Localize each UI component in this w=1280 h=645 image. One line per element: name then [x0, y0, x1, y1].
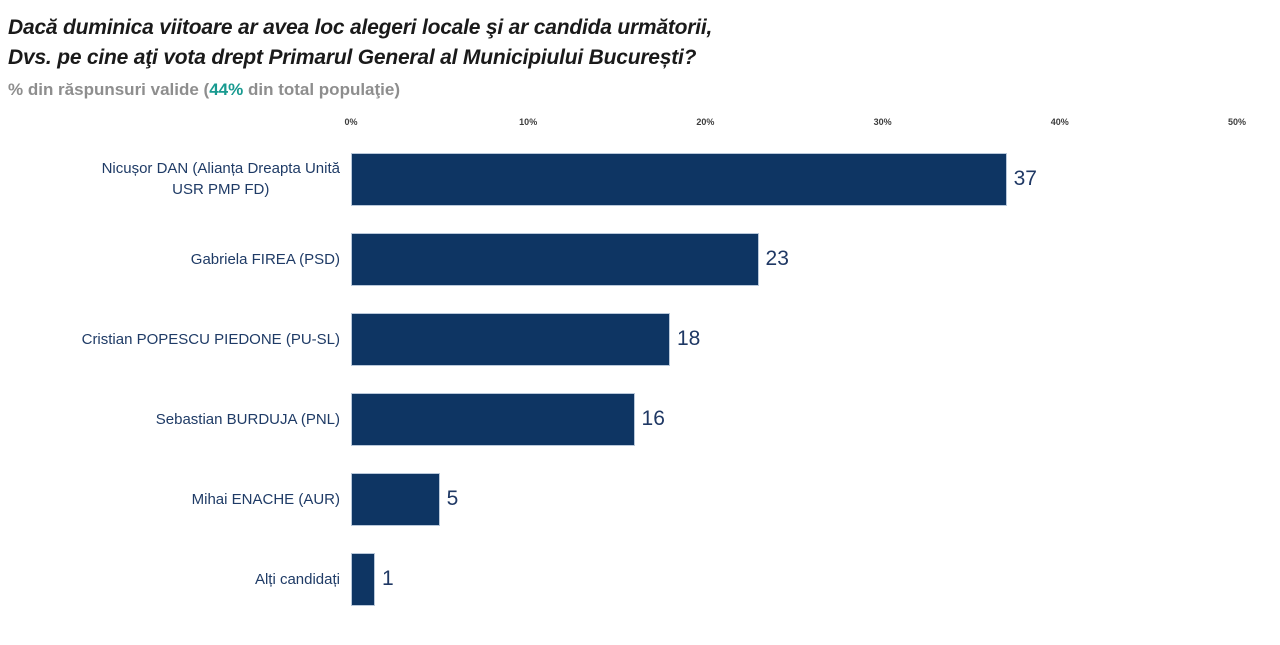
- value-label: 5: [446, 487, 459, 510]
- bar: [351, 312, 670, 366]
- x-axis: 0% 10% 20% 30% 40% 50%: [344, 117, 1246, 133]
- category-label: Alți candidați: [255, 569, 340, 590]
- bar: [351, 472, 440, 526]
- category-label: Gabriela FIREA (PSD): [191, 249, 340, 270]
- value-label: 23: [765, 247, 789, 270]
- bar-row: Cristian POPESCU PIEDONE (PU-SL) 18: [0, 299, 1280, 379]
- bar-row: Gabriela FIREA (PSD) 23: [0, 219, 1280, 299]
- bar-row: Alți candidați 1: [0, 539, 1280, 619]
- category-label-line: Gabriela FIREA (PSD): [190, 250, 340, 268]
- category-label: Nicușor DAN (Alianța Dreapta Unită USR PM…: [102, 158, 340, 200]
- x-axis-tick: 10%: [519, 117, 538, 127]
- category-label-line: Mihai ENACHE (AUR): [191, 490, 340, 508]
- category-label-cell: Gabriela FIREA (PSD): [0, 249, 351, 270]
- x-axis-tick: 50%: [1227, 117, 1247, 127]
- category-label-cell: Alți candidați: [0, 569, 351, 590]
- x-axis-tick: 40%: [1050, 117, 1069, 127]
- bar: [351, 392, 635, 446]
- value-label: 1: [382, 567, 394, 590]
- bar: [351, 552, 375, 606]
- bar-row: Mihai ENACHE (AUR) 5: [0, 459, 1280, 539]
- category-label: Sebastian BURDUJA (PNL): [156, 409, 340, 430]
- subtitle-prefix: % din răspunsuri valide (: [8, 80, 210, 99]
- bar: [351, 152, 1007, 206]
- category-label: Mihai ENACHE (AUR): [192, 489, 340, 510]
- bar-row: Nicușor DAN (Alianța Dreapta Unită USR PM…: [0, 139, 1280, 219]
- plot-area: 16: [351, 379, 1237, 459]
- bar-rows: Nicușor DAN (Alianța Dreapta Unită USR PM…: [0, 139, 1280, 619]
- chart-header: Dacă duminica viitoare ar avea loc alege…: [0, 0, 1280, 101]
- category-label-line: Sebastian BURDUJA (PNL): [155, 410, 340, 428]
- x-axis-tick: 20%: [696, 117, 715, 127]
- category-label-line: Cristian POPESCU PIEDONE (PU-SL): [81, 330, 340, 348]
- plot-area: 18: [351, 299, 1237, 379]
- category-label-line: Nicușor DAN (Alianța Dreapta Unită: [101, 160, 340, 177]
- value-label: 18: [676, 327, 701, 350]
- category-label: Cristian POPESCU PIEDONE (PU-SL): [82, 329, 340, 350]
- category-label-line: Alți candidați: [254, 570, 340, 588]
- category-label-line: USR PMP FD): [172, 181, 270, 198]
- category-label-cell: Cristian POPESCU PIEDONE (PU-SL): [0, 329, 351, 350]
- category-label-cell: Nicușor DAN (Alianța Dreapta Unită USR PM…: [0, 158, 351, 200]
- plot-area: 37: [351, 139, 1237, 219]
- horizontal-bar-chart: 0% 10% 20% 30% 40% 50% Nicușor DAN (Alianța D…: [0, 117, 1280, 619]
- subtitle-suffix: din total populaţie): [243, 80, 401, 99]
- x-axis-tick: 0%: [344, 117, 358, 127]
- value-label: 16: [641, 407, 665, 430]
- plot-area: 5: [351, 459, 1237, 539]
- plot-area: 1: [351, 539, 1237, 619]
- chart-title-line1: Dacă duminica viitoare ar avea loc alege…: [8, 16, 713, 39]
- bar-row: Sebastian BURDUJA (PNL) 16: [0, 379, 1280, 459]
- bar: [351, 232, 759, 286]
- x-axis-tick: 30%: [873, 117, 892, 127]
- chart-subtitle: % din răspunsuri valide (44% din total p…: [8, 79, 1280, 101]
- category-label-cell: Mihai ENACHE (AUR): [0, 489, 351, 510]
- plot-area: 23: [351, 219, 1237, 299]
- category-label-cell: Sebastian BURDUJA (PNL): [0, 409, 351, 430]
- value-label: 37: [1013, 167, 1037, 190]
- chart-title-line2: Dvs. pe cine aţi vota drept Primarul Gen…: [8, 46, 697, 69]
- valid-sample-percent: 44%: [209, 80, 244, 99]
